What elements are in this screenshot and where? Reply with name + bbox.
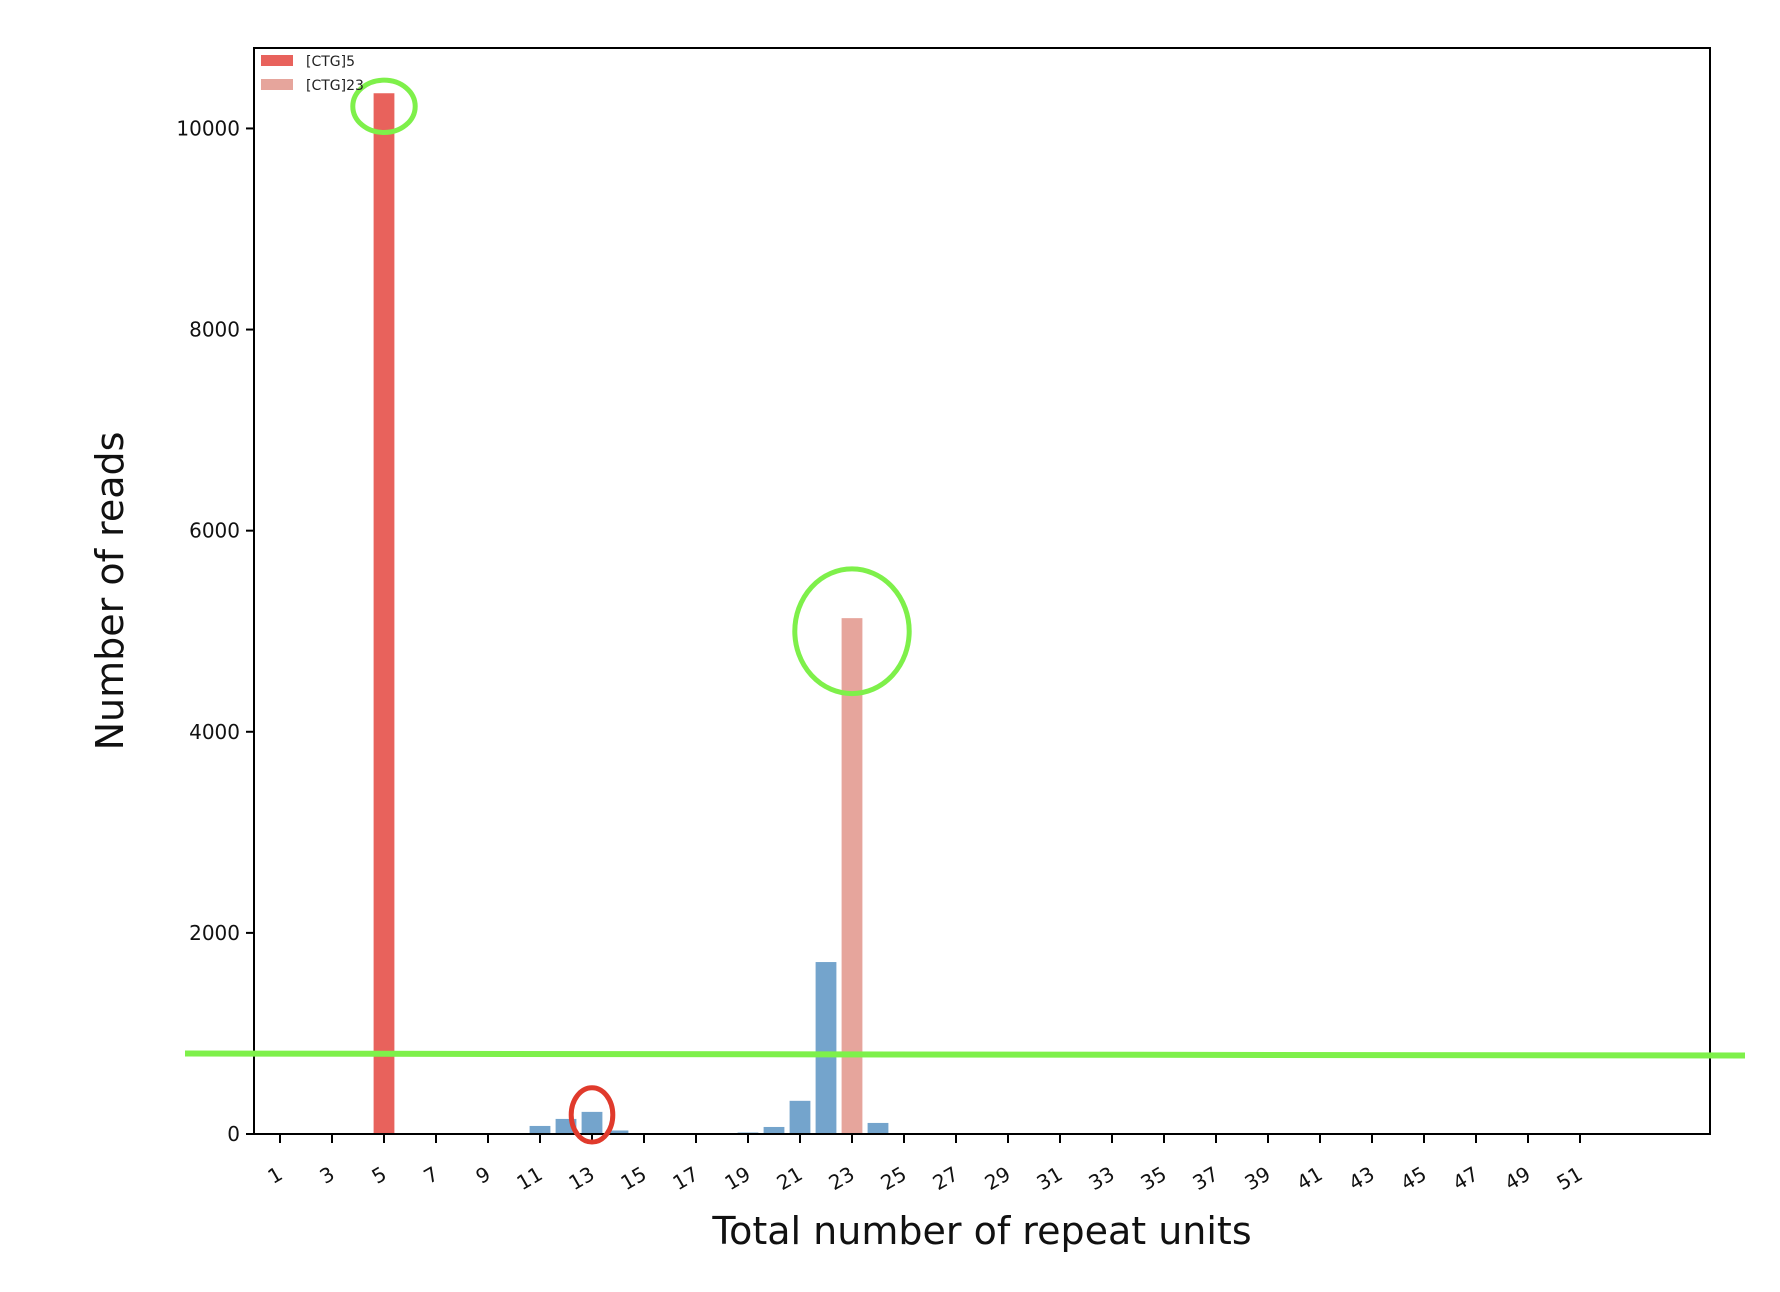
highlight-circle <box>568 1085 616 1145</box>
x-tick-label: 11 <box>512 1162 546 1196</box>
bar-14 <box>607 1130 629 1134</box>
x-tick-label: 9 <box>471 1162 494 1189</box>
bar-21 <box>789 1100 811 1134</box>
x-tick-label: 29 <box>980 1162 1014 1196</box>
x-tick-label: 1 <box>263 1162 286 1189</box>
x-axis: 1 3 5 7 9 11 13 15 17 19 21 23 25 27 29 31 33 35 37 39 41 43 4… <box>263 1134 1587 1196</box>
y-tick-label: 6000 <box>189 519 240 543</box>
legend-swatch <box>261 55 293 66</box>
x-tick-label: 23 <box>824 1162 858 1196</box>
x-tick-label: 13 <box>564 1162 598 1196</box>
y-tick-label: 8000 <box>189 318 240 342</box>
legend-swatch <box>261 79 293 90</box>
y-tick-label: 2000 <box>189 921 240 945</box>
x-tick-label: 37 <box>1188 1162 1222 1196</box>
x-tick-label: 27 <box>928 1162 962 1196</box>
x-tick-label: 15 <box>616 1162 650 1196</box>
x-tick-label: 3 <box>315 1162 338 1189</box>
x-tick-label: 31 <box>1032 1162 1066 1196</box>
bar-13 <box>581 1111 603 1134</box>
y-axis-title: Number of reads <box>88 432 132 751</box>
x-tick-label: 49 <box>1500 1162 1534 1196</box>
legend-label: [CTG]5 <box>306 54 355 70</box>
highlight-circle <box>792 566 912 697</box>
bar-5 <box>373 93 395 1134</box>
x-tick-label: 33 <box>1084 1162 1118 1196</box>
bar-22 <box>815 962 837 1134</box>
plot-frame <box>253 47 1711 1135</box>
annotations-layer <box>184 77 1746 1145</box>
x-tick-label: 5 <box>367 1162 390 1189</box>
y-tick-label: 0 <box>227 1122 240 1146</box>
bars-layer <box>373 93 889 1134</box>
highlight-circle <box>350 77 418 135</box>
legend-label: [CTG]23 <box>306 78 364 94</box>
x-tick-label: 7 <box>419 1162 442 1189</box>
x-tick-label: 25 <box>876 1162 910 1196</box>
x-tick-label: 51 <box>1552 1162 1586 1196</box>
bar-20 <box>763 1126 785 1134</box>
x-tick-label: 47 <box>1448 1162 1482 1196</box>
x-axis-title: Total number of repeat units <box>711 1209 1251 1253</box>
bar-24 <box>867 1122 889 1134</box>
x-tick-label: 35 <box>1136 1162 1170 1196</box>
x-tick-label: 45 <box>1396 1162 1430 1196</box>
x-tick-label: 21 <box>772 1162 806 1196</box>
y-tick-label: 4000 <box>189 720 240 744</box>
y-axis: 0 2000 4000 6000 8000 10000 <box>176 116 254 1146</box>
x-tick-label: 17 <box>668 1162 702 1196</box>
x-tick-label: 39 <box>1240 1162 1274 1196</box>
bar-23 <box>841 618 863 1134</box>
x-tick-label: 43 <box>1344 1162 1378 1196</box>
threshold-line <box>184 1050 1746 1059</box>
bar-11 <box>529 1125 551 1134</box>
y-tick-label: 10000 <box>176 116 240 140</box>
legend: [CTG]5 [CTG]23 <box>261 54 364 94</box>
x-tick-label: 19 <box>720 1162 754 1196</box>
x-tick-label: 41 <box>1292 1162 1326 1196</box>
